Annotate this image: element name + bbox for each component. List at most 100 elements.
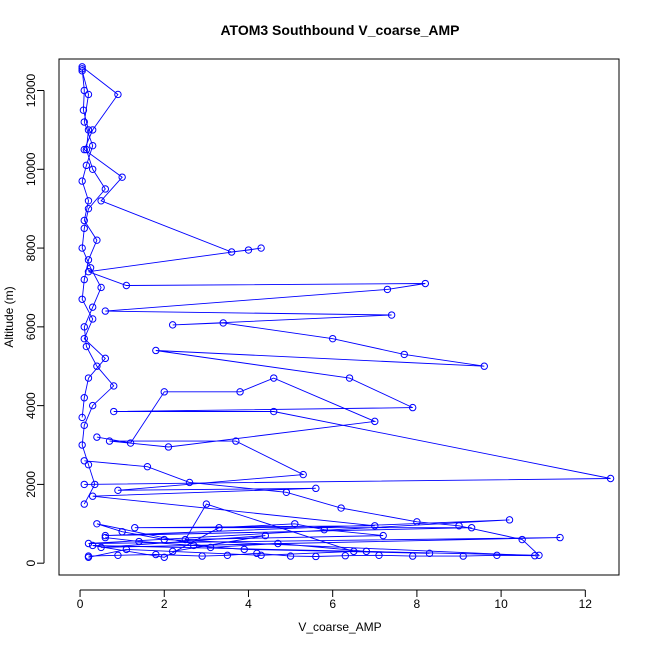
data-point xyxy=(88,303,97,311)
data-point xyxy=(114,90,122,99)
data-point xyxy=(97,197,105,205)
data-point xyxy=(291,520,299,528)
data-point xyxy=(88,141,97,150)
data-point xyxy=(160,535,168,544)
data-point xyxy=(408,403,417,412)
data-point xyxy=(110,407,118,416)
data-point xyxy=(84,197,93,205)
x-tick-label: 2 xyxy=(161,597,168,611)
y-tick-label: 10000 xyxy=(24,152,38,186)
data-point xyxy=(135,537,143,546)
data-point xyxy=(88,541,97,550)
data-point xyxy=(320,526,328,534)
data-point xyxy=(606,474,615,483)
data-point xyxy=(122,545,131,554)
data-point xyxy=(270,374,278,382)
x-axis-title: V_coarse_AMP xyxy=(298,620,381,634)
data-point xyxy=(78,413,86,422)
data-point xyxy=(101,531,110,540)
data-point xyxy=(257,244,265,252)
data-point xyxy=(493,551,501,560)
data-point xyxy=(93,236,101,244)
data-point xyxy=(78,244,86,252)
data-point xyxy=(337,504,345,512)
data-point xyxy=(215,524,223,532)
data-point xyxy=(198,552,206,560)
data-point xyxy=(286,552,295,560)
data-point xyxy=(122,281,131,290)
x-tick-label: 0 xyxy=(77,597,84,611)
data-point xyxy=(160,553,168,561)
x-tick-label: 4 xyxy=(245,597,252,611)
data-point xyxy=(79,106,88,114)
data-point xyxy=(82,161,91,170)
series-line xyxy=(81,70,106,418)
data-point xyxy=(101,185,110,193)
y-tick-label: 2000 xyxy=(24,471,38,498)
plot-area xyxy=(78,63,615,561)
data-point xyxy=(93,433,101,441)
data-point xyxy=(80,500,88,508)
y-tick-label: 0 xyxy=(24,560,38,567)
data-point xyxy=(84,90,93,99)
data-point xyxy=(88,492,97,500)
data-point xyxy=(375,551,383,560)
data-point xyxy=(181,535,190,544)
y-tick-label: 4000 xyxy=(24,392,38,419)
data-point xyxy=(387,311,396,319)
data-point xyxy=(244,246,253,254)
data-point xyxy=(131,524,139,532)
data-point xyxy=(84,256,93,264)
data-point xyxy=(371,417,379,426)
data-point xyxy=(80,275,88,284)
data-point xyxy=(341,551,350,560)
data-point xyxy=(80,216,88,225)
y-axis: 0 2000 4000 6000 8000 10000 12000 xyxy=(24,74,45,567)
data-point xyxy=(535,551,543,560)
series-line xyxy=(81,66,611,485)
data-point xyxy=(105,437,114,445)
data-point xyxy=(78,177,86,185)
data-point xyxy=(202,500,211,508)
series-line xyxy=(84,460,541,558)
data-point xyxy=(282,488,291,496)
data-point xyxy=(425,549,434,558)
data-point xyxy=(82,342,91,351)
data-point xyxy=(84,552,93,560)
data-point xyxy=(88,126,97,134)
data-point xyxy=(164,443,173,451)
plot-frame xyxy=(58,58,620,576)
data-point xyxy=(160,388,168,396)
data-point xyxy=(78,67,86,75)
data-point xyxy=(299,470,307,479)
data-point xyxy=(93,520,101,528)
data-point xyxy=(80,421,88,430)
data-point xyxy=(270,407,278,416)
x-tick-label: 8 xyxy=(414,597,421,611)
data-point xyxy=(84,374,93,382)
data-point xyxy=(118,527,126,536)
data-point xyxy=(383,285,392,294)
data-point xyxy=(101,307,110,315)
y-tick-label: 6000 xyxy=(24,313,38,340)
data-point xyxy=(80,394,88,402)
data-point xyxy=(80,323,88,331)
data-point xyxy=(114,486,122,495)
data-point xyxy=(223,551,232,560)
data-point xyxy=(88,401,97,410)
data-point xyxy=(257,551,265,560)
data-point xyxy=(168,321,177,329)
data-point xyxy=(219,319,227,327)
data-point xyxy=(312,552,320,561)
data-point xyxy=(78,441,86,449)
chart-title: ATOM3 Southbound V_coarse_AMP xyxy=(220,22,459,38)
data-point xyxy=(97,283,105,292)
data-point xyxy=(421,279,430,288)
data-point xyxy=(82,145,91,154)
data-point xyxy=(101,354,110,363)
data-point xyxy=(459,552,467,560)
series-line xyxy=(88,377,561,552)
data-point xyxy=(152,346,160,355)
data-point xyxy=(88,165,97,173)
